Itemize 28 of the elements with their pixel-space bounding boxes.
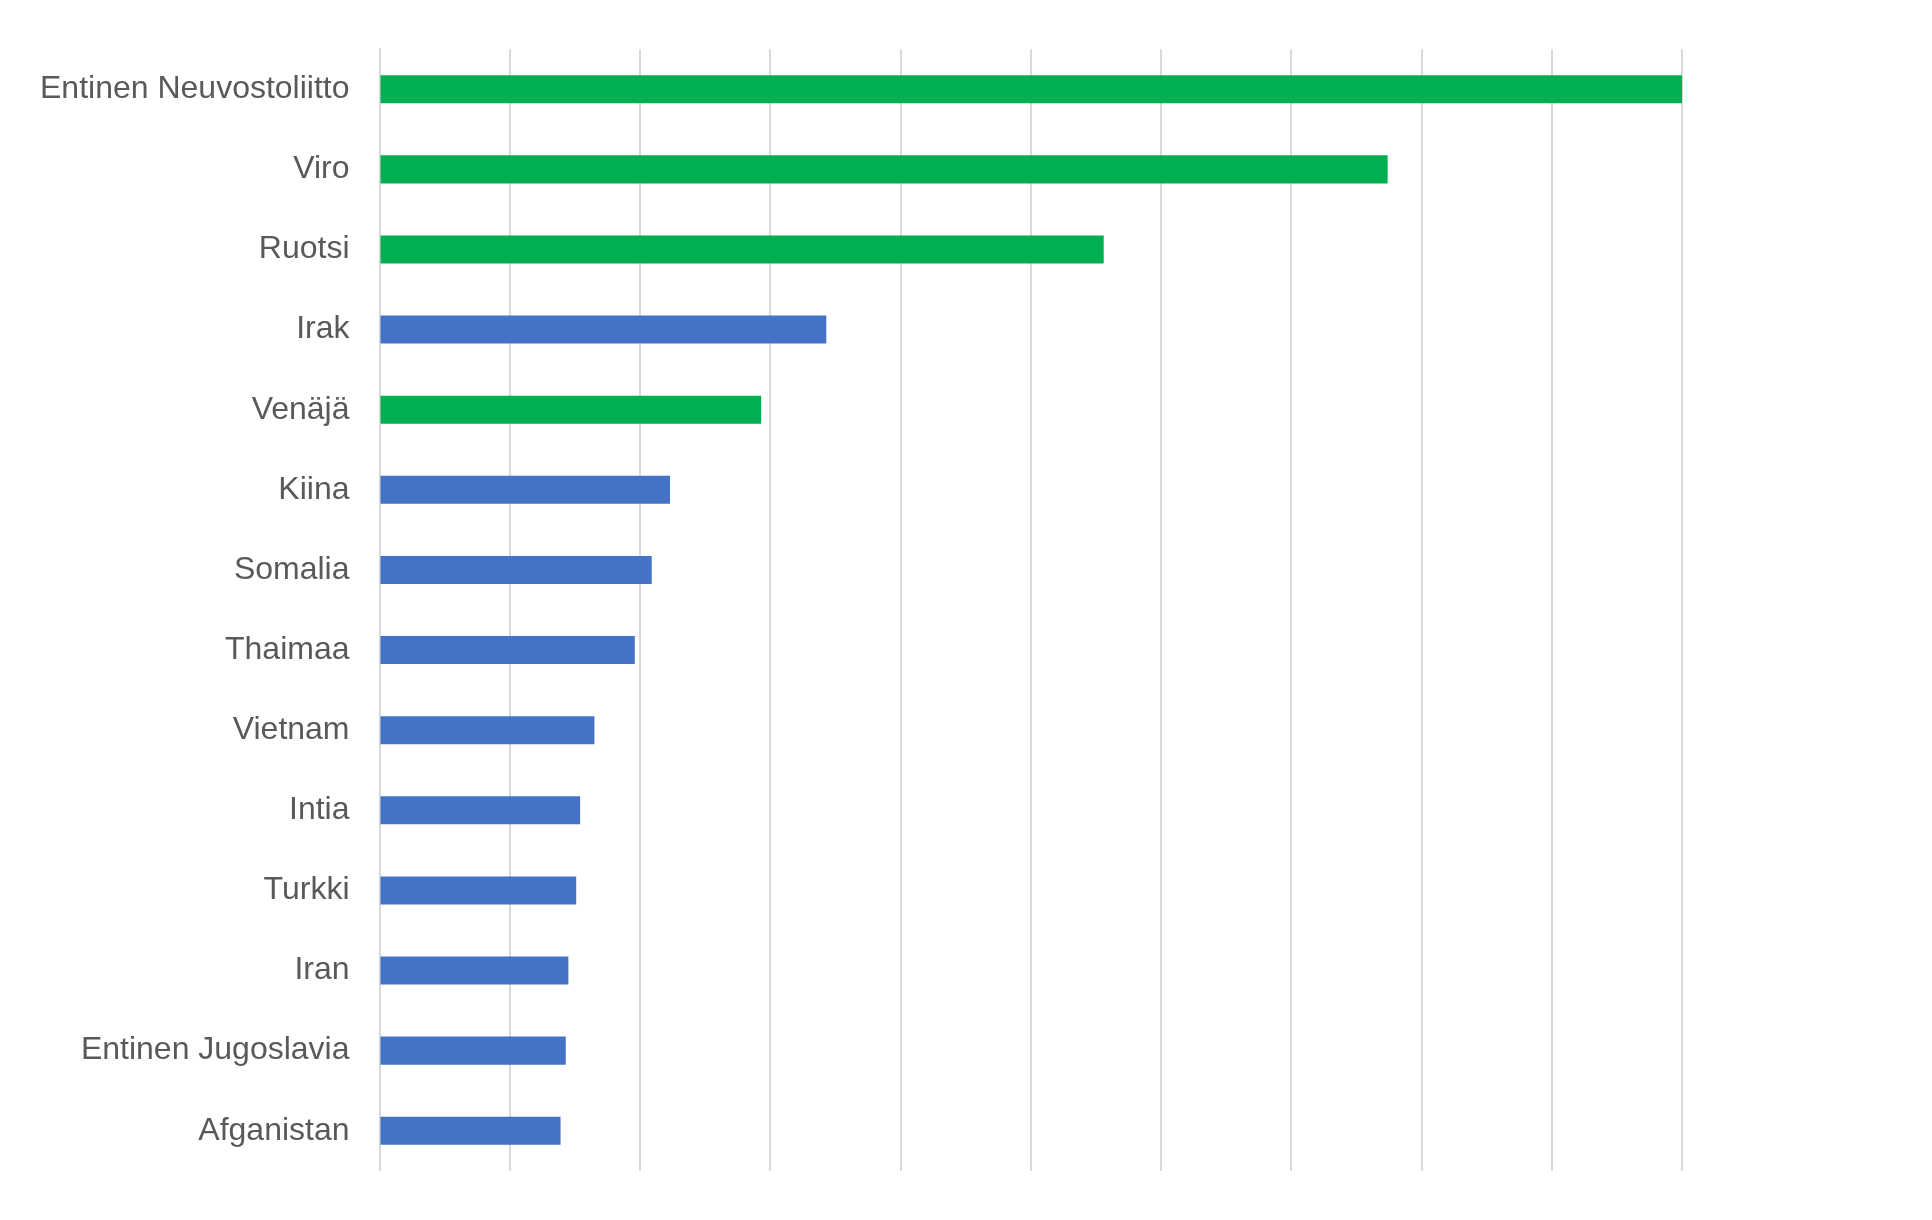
y-tick-label: Entinen Jugoslavia	[80, 1030, 350, 1067]
bar	[380, 475, 670, 504]
bar	[380, 876, 577, 905]
bar	[380, 636, 635, 665]
y-tick-label: Viro	[293, 149, 350, 186]
y-tick-label: Irak	[296, 309, 351, 346]
bar	[380, 716, 595, 745]
bar	[380, 1116, 561, 1145]
y-tick-label: Intia	[289, 790, 350, 827]
bar	[380, 555, 652, 584]
bar	[380, 1036, 566, 1065]
y-tick-label: Somalia	[233, 549, 350, 586]
y-tick-label: Venäjä	[251, 389, 350, 426]
bar	[380, 155, 1388, 184]
bar	[380, 956, 569, 985]
y-tick-label: Iran	[294, 950, 350, 987]
y-tick-label: Ruotsi	[258, 229, 350, 266]
bar	[380, 796, 581, 825]
y-tick-label: Vietnam	[232, 710, 350, 746]
y-tick-label: Kiina	[278, 469, 350, 506]
y-tick-label: Turkki	[263, 870, 350, 907]
y-tick-label: Entinen Neuvostoliitto	[40, 69, 350, 106]
bar	[380, 395, 762, 424]
bar	[380, 75, 1682, 104]
bar	[380, 315, 827, 344]
y-tick-label: Thaimaa	[225, 629, 350, 666]
y-tick-label: Afganistan	[198, 1110, 350, 1147]
bar	[380, 235, 1104, 264]
